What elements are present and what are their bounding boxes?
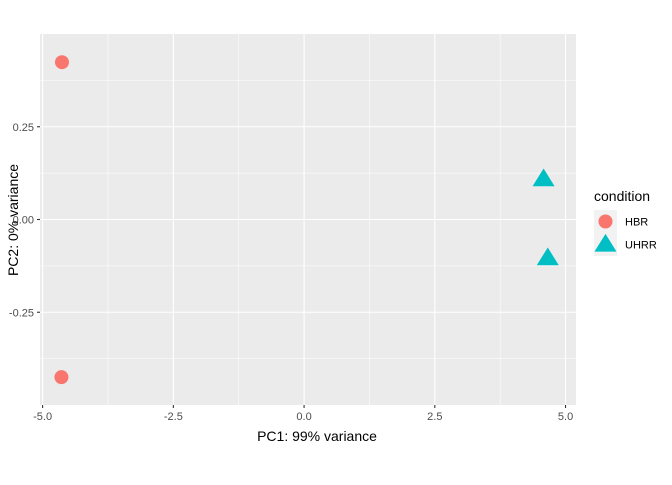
data-point-hbr [54, 370, 69, 385]
legend-key-hbr [598, 214, 613, 229]
legend-label-uhrr: UHRR [625, 240, 657, 252]
legend: condition HBR UHRR [594, 188, 657, 256]
y-tick-label: 0.00 [13, 215, 34, 227]
legend-key-uhrr [594, 233, 617, 252]
x-tick-label: -2.5 [164, 411, 183, 423]
x-tick-label: 0.0 [296, 411, 311, 423]
x-axis-ticks: -5.0 -2.5 0.0 2.5 5.0 [33, 405, 573, 423]
data-point-hbr [54, 55, 69, 70]
major-gridlines [40, 34, 576, 405]
data-point-uhrr [536, 247, 559, 266]
x-tick-label: -5.0 [33, 411, 52, 423]
data-point-uhrr [532, 168, 555, 187]
legend-title: condition [594, 188, 650, 204]
legend-label-hbr: HBR [625, 217, 648, 229]
y-axis-title: PC2: 0% variance [5, 164, 21, 276]
y-tick-label: -0.25 [9, 307, 34, 319]
y-axis-ticks: 0.25 0.00 -0.25 [9, 122, 40, 319]
y-tick-label: 0.25 [13, 122, 34, 134]
x-tick-label: 2.5 [427, 411, 442, 423]
data-points [54, 55, 559, 385]
x-axis-title: PC1: 99% variance [257, 428, 377, 444]
x-tick-label: 5.0 [558, 411, 573, 423]
